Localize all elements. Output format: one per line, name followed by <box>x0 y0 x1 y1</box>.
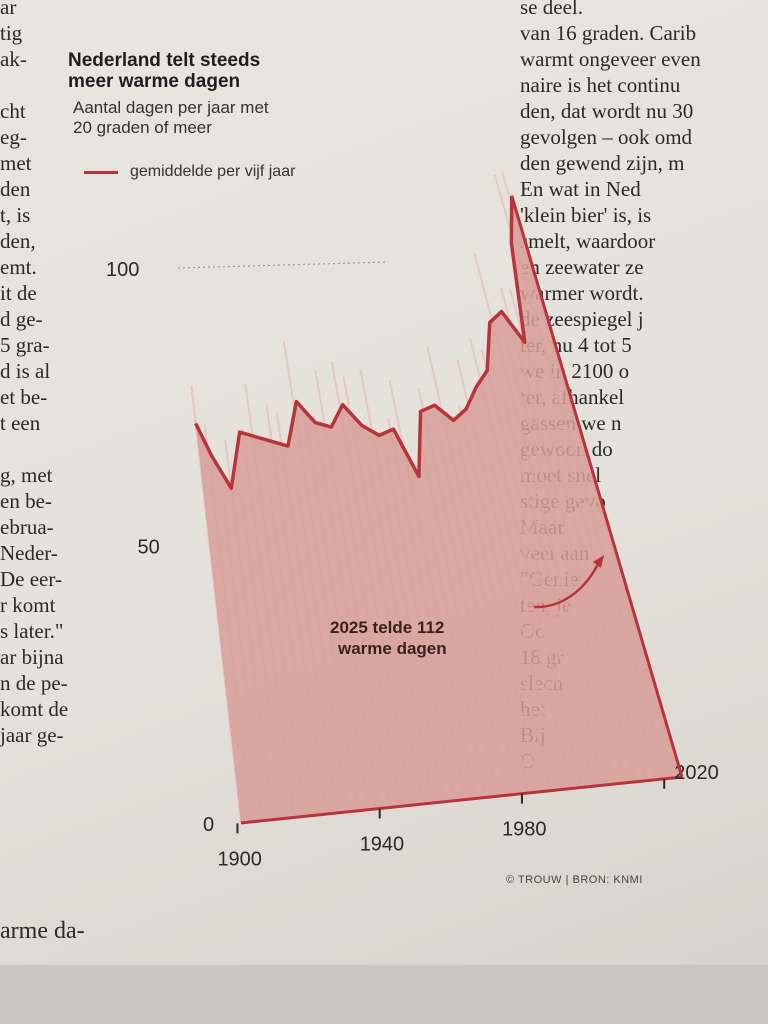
legend-swatch <box>84 170 118 174</box>
x-axis <box>240 775 683 825</box>
left-column-line: r komt <box>0 593 56 617</box>
right-column-line: den gewend zijn, m <box>520 151 685 175</box>
article-left-bottom-line: arme da- <box>0 918 85 944</box>
annotation-arrow <box>533 559 602 609</box>
right-column-line: smelt, waardoor <box>520 229 656 253</box>
left-column-line: d is al <box>0 359 51 383</box>
chart-title: Nederland telt steeds meer warme dagen <box>68 50 368 92</box>
left-column-line: tig <box>0 21 23 45</box>
chart-subtitle-line-2: 20 graden of meer <box>73 118 212 137</box>
legend-label: gemiddelde per vijf jaar <box>130 163 296 180</box>
right-column-line: se deel. <box>520 0 583 19</box>
series-line-gemiddelde <box>194 195 527 490</box>
x-tick-label: 1980 <box>502 819 547 841</box>
chart-title-line-1: Nederland telt steeds <box>68 50 261 71</box>
left-column-line: met <box>0 151 32 175</box>
right-column-line: van 16 graden. Carib <box>520 21 697 45</box>
left-column-line: ar bijna <box>0 645 64 669</box>
x-axis-ticks: 1900 1940 1980 2020 <box>217 762 718 871</box>
x-tick-label: 1900 <box>217 848 262 870</box>
right-column-line: den, dat wordt nu 30 <box>520 99 694 123</box>
y-tick-label: 0 <box>203 814 214 836</box>
left-column-line: cht <box>0 99 26 123</box>
right-column-line: gevolgen – ook omd <box>520 125 693 149</box>
left-column-line: den, <box>0 229 36 253</box>
left-column-line: t een <box>0 411 41 435</box>
gridline-100 <box>177 261 389 269</box>
left-column-line: et be- <box>0 385 48 409</box>
series-area <box>195 195 682 824</box>
left-column-line: den <box>0 177 31 201</box>
y-axis-ticks: 0 50 100 <box>106 259 214 836</box>
page-edge <box>0 965 768 1024</box>
left-column-line: jaar ge- <box>0 723 64 747</box>
chart-subtitle-line-1: Aantal dagen per jaar met <box>73 98 269 117</box>
left-column-line: komt de <box>0 697 69 721</box>
x-tick-label: 2020 <box>674 762 719 784</box>
left-column-line: d ge- <box>0 307 43 331</box>
x-tick-label: 1940 <box>360 834 405 856</box>
y-tick-label: 50 <box>138 537 160 559</box>
left-column-line: en be- <box>0 489 52 513</box>
right-column-line: warmt ongeveer even <box>520 47 701 71</box>
chart-credit: © TROUW | BRON: KNMI <box>506 874 643 886</box>
left-column-line: Neder- <box>0 541 58 565</box>
right-column-line: 'klein bier' is, is <box>520 203 652 227</box>
article-left-column: ar tig ak-cht eg-met den t, is den, emt. it de d … <box>0 0 120 748</box>
left-column-line: s later." <box>0 619 64 643</box>
chart-legend: gemiddelde per vijf jaar <box>84 163 295 181</box>
left-column-line: De eer- <box>0 567 62 591</box>
left-column-line: g, met <box>0 463 53 487</box>
right-column-line: naire is het continu <box>520 73 681 97</box>
annotation-line-1: 2025 telde 112 <box>330 618 444 637</box>
right-column-line: en zeewater ze <box>520 255 644 279</box>
chart-subtitle: Aantal dagen per jaar met 20 graden of m… <box>73 98 373 138</box>
left-column-line: ebrua- <box>0 515 54 539</box>
left-column-line: eg- <box>0 125 27 149</box>
right-column-line: En wat in Ned <box>520 177 641 201</box>
left-column-line: 5 gra- <box>0 333 50 357</box>
annotation: 2025 telde 112 warme dagen <box>330 555 604 658</box>
series-end-edge <box>510 195 684 778</box>
left-column-line: t, is <box>0 203 31 227</box>
left-column-line: it de <box>0 281 37 305</box>
annotation-line-2: warme dagen <box>337 639 447 658</box>
left-column-line: n de pe- <box>0 671 68 695</box>
left-column-line: emt. <box>0 255 37 279</box>
left-column-line: ar <box>0 0 17 19</box>
chart-title-line-2: meer warme dagen <box>68 71 241 92</box>
y-tick-label: 100 <box>106 259 139 281</box>
annotation-arrowhead <box>593 555 604 568</box>
left-column-line: ak- <box>0 47 27 71</box>
